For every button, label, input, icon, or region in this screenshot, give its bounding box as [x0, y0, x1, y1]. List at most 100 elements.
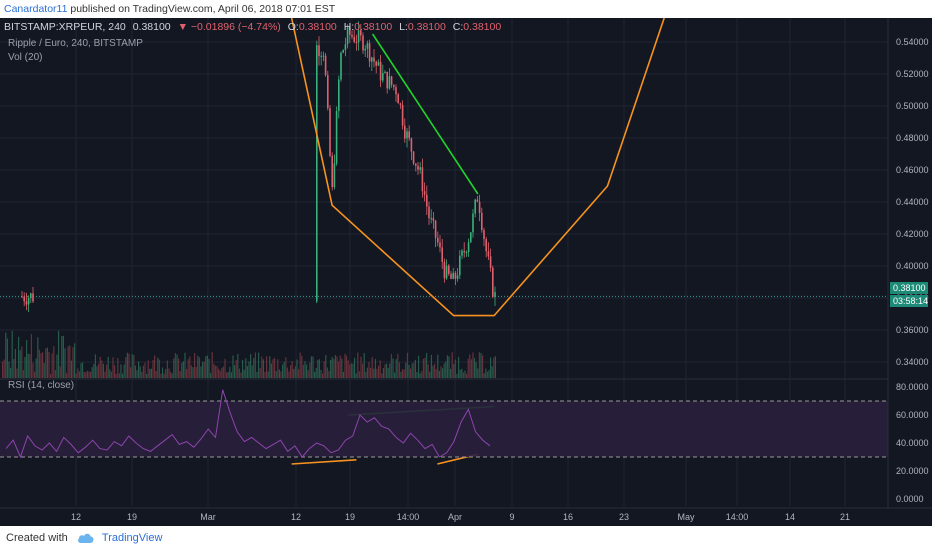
volume-bar	[48, 351, 50, 378]
candle-body	[481, 212, 483, 231]
volume-bar	[256, 371, 258, 378]
rsi-tick-label: 0.0000	[896, 494, 924, 504]
volume-bar	[74, 343, 76, 378]
price-tick-label: 0.52000	[896, 69, 929, 79]
rsi-legend: RSI (14, close)	[8, 380, 74, 391]
volume-bar	[266, 356, 268, 378]
volume-bar	[66, 373, 68, 378]
volume-bar	[362, 363, 364, 378]
chart-svg[interactable]: 0.54000 0.52000 0.50000 0.48000 0.46000 0.440…	[0, 17, 932, 526]
volume-bar	[280, 371, 282, 378]
last-price-label: 0.38100	[893, 283, 926, 293]
candle-body	[465, 252, 468, 254]
volume-bar	[189, 356, 191, 378]
volume-legend: Vol (20)	[8, 52, 42, 63]
rsi-tick-label: 20.0000	[896, 466, 929, 476]
volume-bar	[432, 365, 434, 378]
volume-bar	[298, 369, 300, 378]
volume-bar	[13, 358, 15, 378]
volume-bar	[339, 355, 341, 378]
volume-bar	[270, 363, 272, 378]
time-tick-label: 14	[785, 512, 795, 522]
volume-bar	[350, 363, 352, 378]
volume-bar	[214, 365, 216, 378]
volume-bar	[283, 361, 285, 378]
volume-bar	[334, 355, 336, 378]
volume-bar	[93, 363, 95, 378]
countdown-tag	[890, 295, 928, 307]
volume-bar	[165, 369, 167, 378]
volume-bar	[43, 363, 45, 378]
volume-bar	[381, 373, 383, 378]
volume-bar	[198, 357, 200, 378]
candle-body	[445, 265, 448, 279]
volume-bar	[75, 373, 77, 378]
candle-body	[316, 45, 318, 302]
drawing-tools[interactable]	[290, 17, 665, 465]
volume-bar	[222, 366, 224, 378]
volume-bar	[246, 366, 248, 378]
volume-bar	[248, 361, 250, 378]
volume-bar	[136, 370, 138, 378]
volume-bar	[330, 359, 332, 378]
rsi-band-fill	[0, 401, 888, 457]
high-label: H:	[344, 21, 355, 33]
volume-bar	[122, 373, 124, 378]
volume-bar	[194, 353, 196, 378]
volume-bar	[459, 369, 461, 378]
candle-body	[355, 41, 358, 43]
volume-bar	[197, 355, 199, 378]
time-tick-label: 12	[71, 512, 81, 522]
volume-bar	[365, 371, 367, 378]
volume-bar	[405, 362, 407, 378]
open-label: O:	[288, 21, 299, 33]
candle-body	[483, 230, 485, 240]
candle-body	[454, 272, 457, 279]
volume-bar	[331, 357, 333, 378]
price-tick-label: 0.36000	[896, 325, 929, 335]
volume-bar	[490, 357, 492, 378]
candle-body	[25, 301, 28, 305]
volume-bar	[357, 352, 359, 378]
volume-bar	[296, 359, 298, 378]
volume-bar	[78, 371, 80, 378]
volume-bar	[10, 368, 12, 378]
candle-body	[375, 61, 377, 66]
volume-bar	[320, 369, 322, 378]
volume-bar	[304, 361, 306, 378]
candle-body	[463, 250, 465, 253]
volume-bar	[5, 332, 7, 378]
volume-bar	[427, 364, 429, 378]
volume-bar	[42, 352, 44, 378]
volume-bar	[274, 357, 276, 378]
volume-bar	[467, 358, 469, 378]
volume-bar	[474, 358, 476, 378]
volume-bar	[184, 352, 186, 378]
volume-bar	[56, 354, 58, 378]
volume-bar	[314, 371, 316, 378]
volume-bar	[208, 358, 210, 378]
volume-bar	[142, 365, 144, 378]
volume-bar	[187, 359, 189, 378]
volume-bar	[123, 364, 125, 378]
author-link[interactable]: Canardator11	[4, 3, 68, 15]
candle-body	[393, 84, 395, 88]
volume-bar	[238, 368, 240, 378]
volume-bar	[373, 368, 375, 378]
cup-pattern-line	[290, 17, 665, 317]
chart-area[interactable]: 0.54000 0.52000 0.50000 0.48000 0.46000 0.440…	[0, 17, 932, 526]
volume-bar	[182, 361, 184, 378]
candle-body	[426, 194, 428, 207]
tradingview-brand-link[interactable]: TradingView	[101, 532, 163, 544]
volume-bar	[8, 361, 10, 378]
volume-bar	[120, 364, 122, 378]
volume-bar	[371, 357, 373, 378]
candle-body	[349, 27, 351, 35]
created-with-text: Created with	[6, 532, 68, 544]
volume-bar	[326, 367, 328, 378]
volume-bar	[363, 353, 365, 378]
volume-bar	[382, 368, 384, 378]
candle-body	[344, 44, 347, 51]
volume-bar	[2, 361, 4, 378]
low-label: L:	[399, 21, 408, 33]
